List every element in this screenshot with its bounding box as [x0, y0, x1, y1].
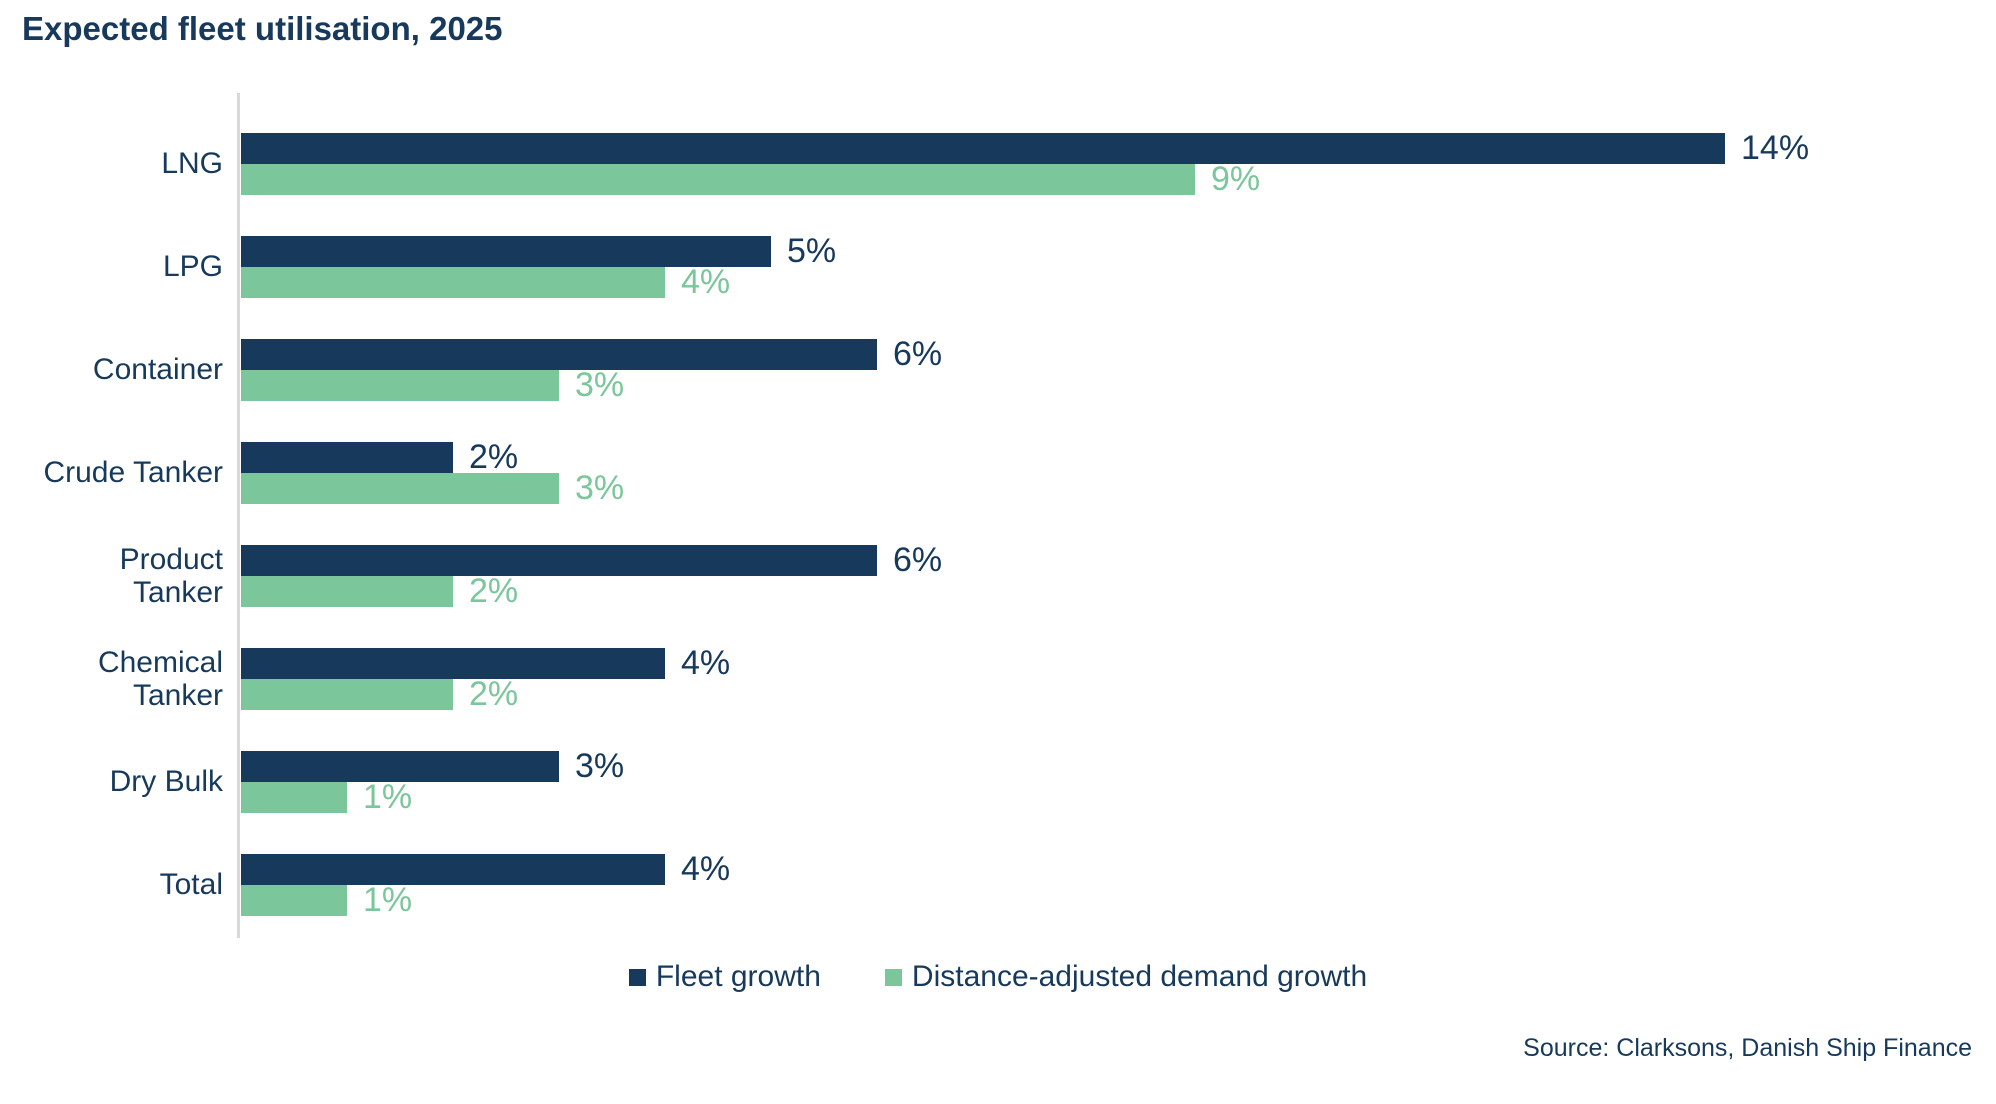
demand-growth-value-label: 2%	[469, 571, 519, 610]
category-label-line: Chemical	[97, 645, 223, 679]
legend-swatch-icon	[628, 968, 646, 986]
legend-item: Fleet growth	[628, 960, 821, 994]
demand-growth-bar-line: 2%	[241, 674, 730, 713]
demand-growth-bar	[241, 678, 453, 710]
bar-pair: 5% 4%	[241, 231, 837, 301]
fleet-growth-bar-line: 6%	[241, 540, 943, 579]
bar-pair: 2% 3%	[241, 437, 625, 507]
demand-growth-bar	[241, 266, 665, 298]
bar-pair: 6% 3%	[241, 334, 943, 404]
category-label: Container	[0, 353, 223, 386]
bar-pair: 14% 9%	[241, 128, 1810, 198]
fleet-growth-bar-line: 6%	[241, 334, 943, 373]
category-label-line: LNG	[161, 147, 223, 180]
legend-item: Distance-adjusted demand growth	[884, 960, 1368, 994]
fleet-growth-bar-line: 5%	[241, 231, 837, 270]
fleet-growth-bar	[241, 544, 877, 576]
demand-growth-bar-line: 1%	[241, 880, 730, 919]
fleet-growth-bar	[241, 235, 771, 267]
demand-growth-bar	[241, 369, 559, 401]
legend-label: Fleet growth	[655, 960, 821, 993]
fleet-growth-value-label: 6%	[893, 334, 943, 373]
fleet-growth-bar	[241, 338, 877, 370]
legend: Fleet growth Distance-adjusted demand gro…	[0, 960, 1996, 994]
fleet-growth-value-label: 14%	[1741, 128, 1810, 167]
demand-growth-bar	[241, 781, 347, 813]
category-row: Product Tanker 6% 2%	[0, 524, 1996, 627]
category-label: LPG	[0, 250, 223, 283]
category-label-line: Tanker	[132, 575, 223, 609]
demand-growth-value-label: 2%	[469, 674, 519, 713]
demand-growth-value-label: 3%	[575, 365, 625, 404]
fleet-growth-bar	[241, 132, 1725, 164]
y-axis-line	[237, 93, 240, 938]
bar-pair: 4% 2%	[241, 643, 731, 713]
fleet-growth-bar	[241, 647, 665, 679]
fleet-growth-value-label: 2%	[469, 437, 519, 476]
category-label: Crude Tanker	[0, 456, 223, 489]
bar-chart-plot-area: LNG 14% 9% LPG 5% 4% Container 6% 3% Crude Tanker…	[0, 112, 1996, 936]
legend-swatch-icon	[884, 968, 902, 986]
bar-pair: 4% 1%	[241, 849, 731, 919]
fleet-growth-bar	[241, 441, 453, 473]
category-label: Product Tanker	[0, 543, 223, 609]
fleet-growth-bar	[241, 853, 665, 885]
bar-pair: 3% 1%	[241, 746, 625, 816]
demand-growth-bar	[241, 472, 559, 504]
category-label: LNG	[0, 147, 223, 180]
category-label-line: LPG	[162, 250, 223, 283]
category-label: Chemical Tanker	[0, 646, 223, 712]
demand-growth-value-label: 9%	[1211, 159, 1261, 198]
category-label-line: Total	[159, 868, 223, 901]
demand-growth-bar-line: 3%	[241, 468, 625, 507]
category-row: Crude Tanker 2% 3%	[0, 421, 1996, 524]
demand-growth-bar-line: 2%	[241, 571, 942, 610]
category-row: Dry Bulk 3% 1%	[0, 730, 1996, 833]
category-label-line: Product	[119, 542, 223, 576]
demand-growth-bar	[241, 884, 347, 916]
bar-pair: 6% 2%	[241, 540, 943, 610]
fleet-growth-bar-line: 2%	[241, 437, 624, 476]
fleet-growth-bar	[241, 750, 559, 782]
demand-growth-bar	[241, 575, 453, 607]
chart-title: Expected fleet utilisation, 2025	[22, 10, 503, 47]
category-label-line: Container	[92, 353, 223, 386]
demand-growth-bar-line: 1%	[241, 777, 624, 816]
category-label-line: Tanker	[132, 678, 223, 712]
fleet-growth-value-label: 4%	[681, 643, 731, 682]
category-row: Container 6% 3%	[0, 318, 1996, 421]
demand-growth-value-label: 4%	[681, 262, 731, 301]
demand-growth-bar-line: 3%	[241, 365, 942, 404]
fleet-growth-bar-line: 3%	[241, 746, 625, 785]
category-label-line: Crude Tanker	[43, 456, 223, 489]
category-row: LNG 14% 9%	[0, 112, 1996, 215]
source-note: Source: Clarksons, Danish Ship Finance	[1523, 1034, 1972, 1062]
demand-growth-bar-line: 9%	[241, 159, 1809, 198]
fleet-growth-bar-line: 14%	[241, 128, 1810, 167]
demand-growth-value-label: 1%	[363, 880, 413, 919]
fleet-growth-value-label: 6%	[893, 540, 943, 579]
fleet-growth-bar-line: 4%	[241, 849, 731, 888]
demand-growth-value-label: 3%	[575, 468, 625, 507]
demand-growth-bar	[241, 163, 1195, 195]
category-row: LPG 5% 4%	[0, 215, 1996, 318]
fleet-growth-bar-line: 4%	[241, 643, 731, 682]
demand-growth-bar-line: 4%	[241, 262, 836, 301]
legend-label: Distance-adjusted demand growth	[911, 960, 1368, 993]
category-label: Dry Bulk	[0, 765, 223, 798]
fleet-growth-value-label: 5%	[787, 231, 837, 270]
category-label: Total	[0, 868, 223, 901]
demand-growth-value-label: 1%	[363, 777, 413, 816]
category-row: Chemical Tanker 4% 2%	[0, 627, 1996, 730]
category-label-line: Dry Bulk	[109, 765, 223, 798]
category-row: Total 4% 1%	[0, 833, 1996, 936]
fleet-growth-value-label: 3%	[575, 746, 625, 785]
fleet-growth-value-label: 4%	[681, 849, 731, 888]
